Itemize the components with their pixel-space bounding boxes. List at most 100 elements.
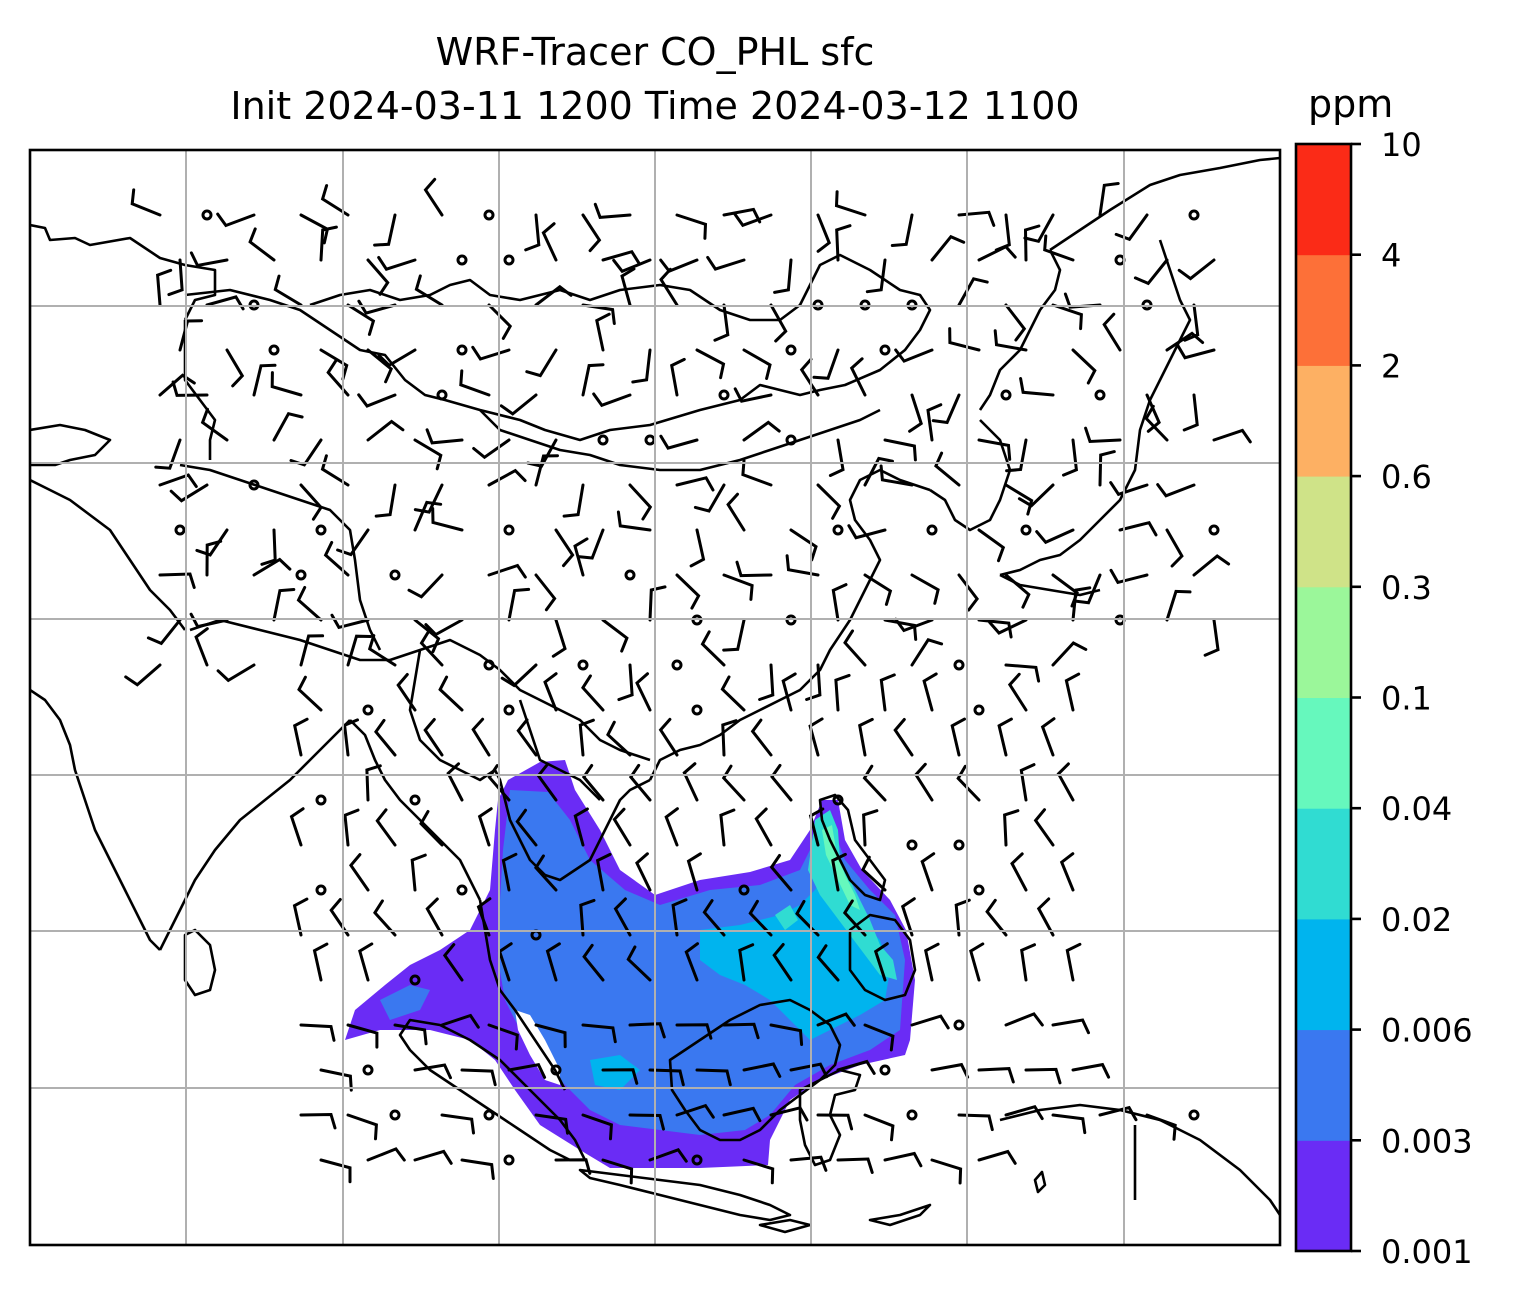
wind-barb: [626, 945, 652, 982]
wind-barb: [894, 348, 934, 363]
wind-barb: [366, 419, 405, 442]
wind-barb: [789, 1062, 829, 1079]
wind-barb: [1023, 213, 1055, 244]
wind-barb: [890, 213, 914, 247]
calm-wind-marker: [503, 704, 515, 716]
wind-barb: [501, 852, 518, 892]
wind-barb: [1133, 258, 1169, 286]
wind-barb: [742, 348, 772, 380]
wind-barb: [507, 587, 531, 622]
wind-barb: [487, 563, 527, 579]
wind-barb: [1051, 1018, 1090, 1035]
wind-barb: [413, 1149, 453, 1165]
wind-barb: [835, 224, 852, 262]
wind-barb: [659, 434, 699, 450]
wind-barb: [789, 528, 818, 562]
coastline-sulawesi: [798, 1068, 862, 1167]
colorbar-tick-label: 0.1: [1381, 680, 1432, 718]
wind-barb: [407, 573, 444, 599]
wind-barb: [842, 899, 867, 937]
wind-barb: [158, 572, 196, 589]
wind-barb: [628, 1022, 666, 1039]
wind-barb: [1005, 438, 1028, 473]
wind-barb: [329, 898, 350, 937]
wind-barb: [299, 1112, 337, 1130]
wind-barb: [769, 1023, 804, 1046]
wind-barb: [423, 718, 444, 757]
wind-barb: [628, 1113, 665, 1131]
wind-barb: [225, 348, 245, 388]
wind-barb: [330, 613, 370, 630]
wind-barb: [525, 348, 558, 378]
wind-barb: [158, 373, 196, 397]
wind-barb: [700, 630, 726, 667]
tracer-plume: [345, 760, 915, 1168]
coastline-arabia: [30, 223, 217, 321]
wind-barb: [613, 897, 632, 937]
wind-barb: [722, 618, 746, 652]
wind-barb: [171, 380, 209, 397]
wind-barb: [671, 898, 688, 937]
wind-barb: [883, 618, 918, 641]
wind-barb: [299, 634, 325, 667]
wind-barb: [1024, 1067, 1062, 1085]
wind-barb: [319, 225, 338, 262]
wind-barb: [828, 438, 845, 477]
wind-barb: [346, 303, 376, 336]
wind-barb: [908, 393, 923, 433]
wind-barb: [957, 1113, 994, 1132]
colorbar-unit-label: ppm: [1308, 82, 1394, 126]
wind-barb: [648, 1068, 685, 1087]
wind-barb: [375, 808, 397, 847]
wind-barb: [931, 393, 961, 425]
wind-barb: [534, 1113, 569, 1135]
wind-barb: [873, 942, 889, 982]
calm-wind-marker: [503, 524, 515, 536]
coastline-northeast-asia: [978, 156, 1280, 411]
colorbar-tick-label: 0.006: [1381, 1012, 1473, 1050]
calm-wind-marker: [785, 434, 797, 446]
wind-barb: [366, 258, 390, 296]
colorbar-tick-label: 4: [1381, 237, 1401, 275]
wind-barb: [1004, 483, 1034, 516]
wind-barb: [601, 618, 629, 653]
wind-barb: [742, 420, 781, 442]
wind-barb: [914, 762, 934, 802]
wind-barb: [1176, 344, 1216, 360]
wind-barb: [419, 810, 444, 847]
wind-barb: [659, 258, 699, 274]
colorbar-segment: [1296, 476, 1351, 588]
wind-barb: [893, 718, 914, 757]
wind-barb: [425, 897, 444, 937]
wind-barb: [950, 717, 966, 757]
wind-barb: [446, 762, 464, 802]
colorbar-segment: [1296, 808, 1351, 920]
wind-barb: [843, 629, 867, 667]
wind-barb: [722, 1106, 762, 1123]
border-mongolia-china: [479, 408, 881, 472]
wind-barb: [592, 392, 632, 408]
wind-barb: [750, 718, 773, 757]
wind-barb: [500, 663, 538, 688]
colorbar-segment: [1296, 254, 1351, 366]
wind-barb: [1035, 528, 1075, 545]
wind-barb: [554, 528, 575, 568]
wind-barb: [635, 672, 652, 712]
wind-barb: [576, 528, 605, 560]
wind-barb: [579, 898, 596, 937]
wind-barb: [993, 329, 1028, 352]
wind-barb: [863, 1023, 895, 1052]
colorbar-tick-label: 0.003: [1381, 1122, 1473, 1160]
wind-barb: [742, 1062, 782, 1078]
wind-barb: [440, 1013, 480, 1029]
wind-barb: [1023, 224, 1041, 262]
wind-barb: [272, 411, 304, 442]
wind-barb: [648, 1148, 688, 1163]
wind-barb: [635, 852, 652, 892]
wind-barb: [581, 674, 605, 712]
wind-barb: [675, 1103, 715, 1119]
wind-barb: [516, 718, 538, 757]
wind-barb: [582, 943, 605, 982]
wind-barb: [977, 244, 1017, 262]
